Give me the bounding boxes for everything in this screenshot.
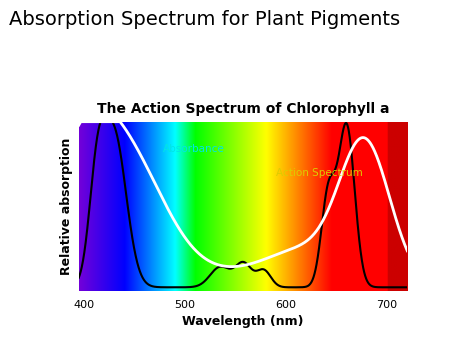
Title: The Action Spectrum of Chlorophyll a: The Action Spectrum of Chlorophyll a bbox=[97, 102, 389, 116]
Text: Absorption Spectrum for Plant Pigments: Absorption Spectrum for Plant Pigments bbox=[9, 10, 400, 29]
Text: Action Spectrum: Action Spectrum bbox=[276, 168, 363, 178]
X-axis label: Wavelength (nm): Wavelength (nm) bbox=[182, 315, 304, 328]
Y-axis label: Relative absorption: Relative absorption bbox=[60, 138, 73, 275]
Text: Absorbance: Absorbance bbox=[162, 144, 225, 154]
